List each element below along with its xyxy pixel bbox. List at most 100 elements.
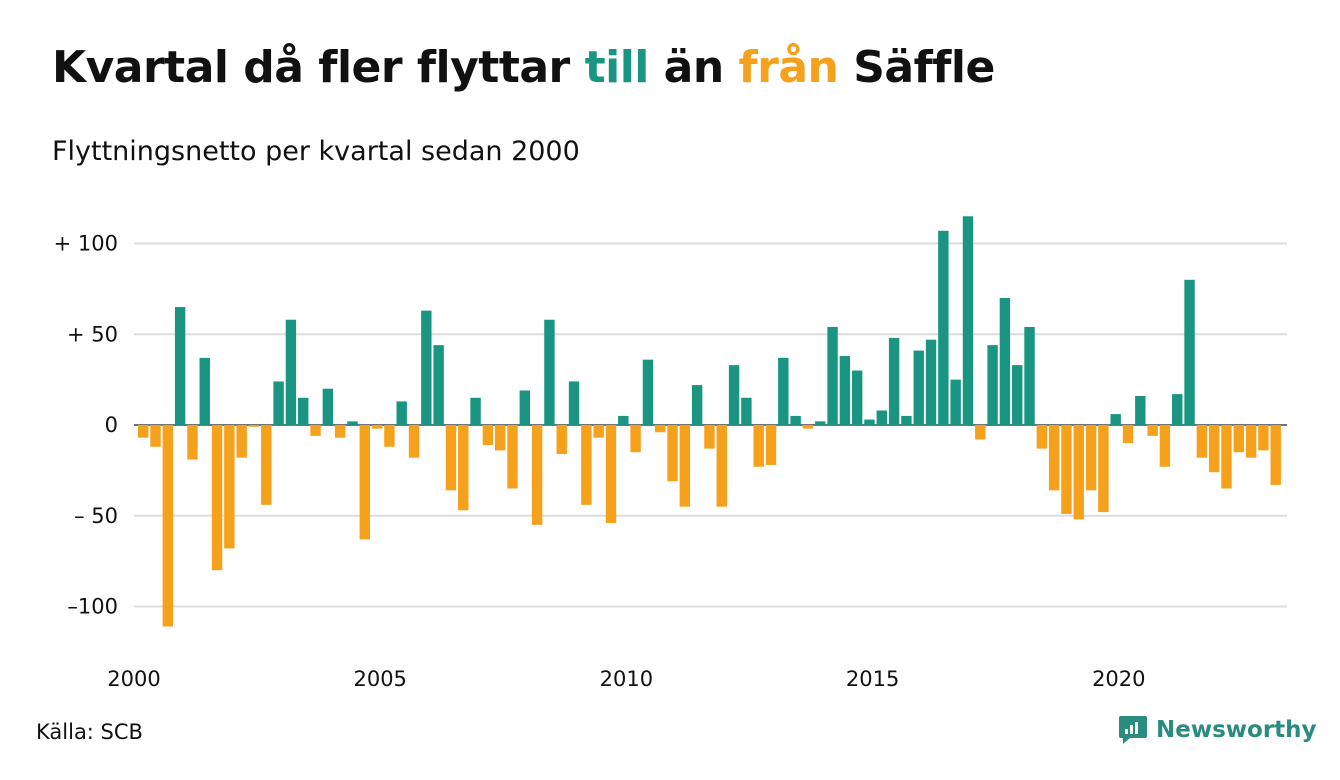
bar-2008-q1 <box>531 425 543 525</box>
title-fran-word: från <box>738 42 839 93</box>
bar-2009-q4 <box>618 415 629 425</box>
bar-2014-q2 <box>839 356 851 425</box>
bar-2010-q1 <box>630 425 641 453</box>
bar-2009-q2 <box>593 425 604 438</box>
y-tick-label: + 50 <box>67 322 118 346</box>
bar-2021-q2 <box>1184 279 1195 425</box>
bar-2011-q4 <box>716 425 727 507</box>
newsworthy-logo-icon <box>1119 716 1147 744</box>
bar-2002-q1 <box>236 425 247 458</box>
bar-2021-q1 <box>1172 394 1183 425</box>
bar-2017-q4 <box>1012 365 1023 425</box>
bar-2005-q2 <box>396 401 407 425</box>
chart-subtitle: Flyttningsnetto per kvartal sedan 2000 <box>52 136 580 167</box>
x-tick-label: 2020 <box>1092 667 1145 691</box>
bar-2005-q4 <box>421 310 432 425</box>
bar-2019-q2 <box>1085 425 1097 491</box>
x-tick-label: 2005 <box>353 667 406 691</box>
bar-2007-q2 <box>494 425 506 451</box>
title-text: Kvartal då fler flyttar <box>52 42 585 93</box>
bar-2001-q4 <box>224 425 235 549</box>
bar-2000-q4 <box>174 307 186 425</box>
bar-2007-q4 <box>519 390 531 425</box>
bar-2012-q3 <box>753 425 764 467</box>
bar-2018-q4 <box>1061 425 1072 514</box>
bar-2020-q4 <box>1159 425 1171 467</box>
newsworthy-logo: Newsworthy <box>1118 714 1317 746</box>
y-tick-label: –100 <box>67 595 118 619</box>
title-till-word: till <box>584 42 650 93</box>
y-tick-label: + 100 <box>54 232 118 256</box>
bar-2017-q2 <box>987 345 998 425</box>
bar-2020-q3 <box>1147 425 1158 436</box>
bar-2012-q1 <box>728 365 740 425</box>
bar-2013-q4 <box>815 421 826 425</box>
bar-2022-q3 <box>1245 425 1257 458</box>
bar-2000-q3 <box>162 425 174 627</box>
bar-2021-q3 <box>1196 425 1208 458</box>
bar-2003-q3 <box>310 425 321 436</box>
x-axis-labels: 2000 2005 2010 2015 2020 <box>107 667 1145 691</box>
bar-2003-q1 <box>285 319 297 425</box>
bar-2000-q1 <box>138 425 149 438</box>
bar-2014-q4 <box>864 419 875 425</box>
bar-2021-q4 <box>1208 425 1220 473</box>
bar-2006-q3 <box>458 425 469 511</box>
bar-2011-q3 <box>704 425 715 449</box>
bar-2008-q2 <box>544 319 555 425</box>
bar-2010-q3 <box>655 425 666 433</box>
bar-2005-q1 <box>384 425 395 447</box>
bar-2000-q2 <box>150 425 161 447</box>
y-tick-label: 0 <box>105 413 118 437</box>
bar-2014-q3 <box>851 370 863 425</box>
bar-2003-q4 <box>322 388 334 425</box>
bar-2012-q2 <box>741 397 752 425</box>
bar-2016-q1 <box>925 339 937 425</box>
bar-2003-q2 <box>298 397 309 425</box>
bar-2017-q1 <box>975 425 986 440</box>
bar-2019-q3 <box>1098 425 1109 513</box>
bar-2004-q3 <box>359 425 370 540</box>
bar-2011-q1 <box>679 425 691 507</box>
chart-title: Kvartal då fler flyttar till än från Säf… <box>52 42 995 93</box>
bar-2006-q1 <box>433 345 444 425</box>
bar-2022-q1 <box>1221 425 1232 489</box>
x-tick-label: 2000 <box>107 667 160 691</box>
y-axis-labels: + 100 + 50 0 – 50 –100 <box>54 232 118 619</box>
bars <box>138 216 1281 627</box>
bar-2007-q3 <box>507 425 518 489</box>
bar-2015-q3 <box>901 415 912 425</box>
bar-2016-q3 <box>950 379 961 426</box>
bar-2015-q1 <box>876 410 887 425</box>
bar-2019-q1 <box>1073 425 1084 520</box>
bar-2017-q3 <box>999 297 1011 425</box>
bar-2022-q2 <box>1233 425 1244 453</box>
bar-2018-q2 <box>1036 425 1048 449</box>
brand-name: Newsworthy <box>1156 717 1317 743</box>
bar-2020-q1 <box>1122 425 1134 444</box>
bar-2008-q3 <box>556 425 567 455</box>
bar-2012-q4 <box>765 425 777 465</box>
bar-2016-q2 <box>938 230 949 425</box>
bar-2008-q4 <box>568 381 580 425</box>
bar-2004-q4 <box>371 425 383 429</box>
bar-2002-q2 <box>248 425 260 427</box>
bar-2005-q3 <box>408 425 420 458</box>
bar-2018-q1 <box>1024 326 1035 425</box>
bar-2009-q1 <box>581 425 592 505</box>
x-tick-label: 2010 <box>600 667 653 691</box>
bar-2004-q1 <box>334 425 346 438</box>
bar-2015-q2 <box>888 337 900 425</box>
bar-2006-q2 <box>445 425 457 491</box>
bar-2023-q1 <box>1270 425 1281 485</box>
bar-2002-q4 <box>273 381 284 425</box>
bar-2015-q4 <box>913 350 924 425</box>
bar-2010-q4 <box>667 425 678 482</box>
source-note: Källa: SCB <box>36 720 143 744</box>
bar-2001-q3 <box>211 425 223 571</box>
bar-2016-q4 <box>962 216 974 425</box>
bar-2018-q3 <box>1048 425 1060 491</box>
bar-2004-q2 <box>347 421 358 425</box>
bar-2007-q1 <box>482 425 494 445</box>
